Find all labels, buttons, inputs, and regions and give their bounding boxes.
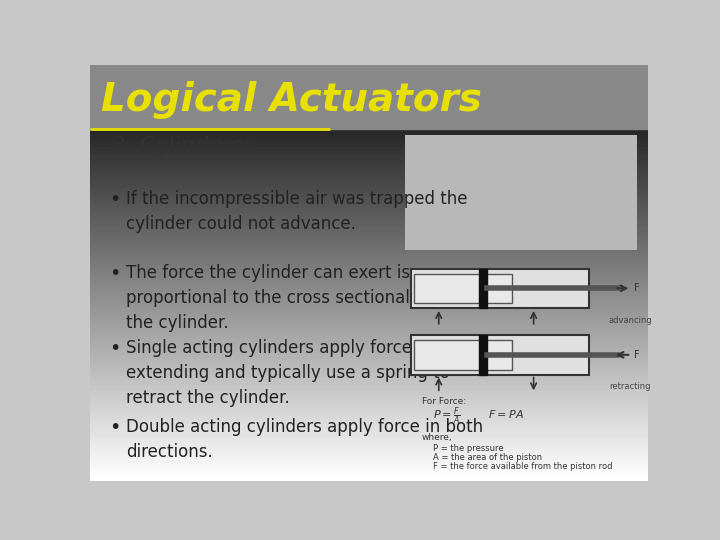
Bar [479,268,487,308]
Text: where,: where, [422,433,453,442]
Text: advancing: advancing [609,315,653,325]
Text: •: • [109,339,121,358]
Text: Single acting cylinders apply force when
extending and typically use a spring to: Single acting cylinders apply force when… [126,339,462,407]
Text: F: F [634,284,639,293]
Bar [413,274,512,303]
Text: For Force:: For Force: [422,397,466,406]
Bar [413,340,512,369]
Text: Double acting cylinders apply force in both
directions.: Double acting cylinders apply force in b… [126,418,483,461]
Text: •: • [109,418,121,437]
Text: F = the force available from the piston rod: F = the force available from the piston … [433,462,613,471]
Text: •: • [109,190,121,208]
Text: If the incompressible air was trapped the
cylinder could not advance.: If the incompressible air was trapped th… [126,190,468,233]
Text: retracting: retracting [609,382,650,391]
Text: 3. Cylinders:: 3. Cylinders: [112,136,252,156]
Text: $P = \frac{F}{A}$        $F = PA$: $P = \frac{F}{A}$ $F = PA$ [433,405,524,427]
Bar [479,335,487,375]
Text: F: F [634,350,639,360]
Text: P = the pressure: P = the pressure [433,444,504,453]
Text: A = the area of the piston: A = the area of the piston [433,453,542,462]
Text: •: • [109,265,121,284]
Text: Logical Actuators: Logical Actuators [101,81,482,119]
Bar [411,335,590,375]
Text: The force the cylinder can exert is
proportional to the cross sectional area of
: The force the cylinder can exert is prop… [126,265,474,333]
Bar [405,136,637,250]
Bar [90,65,648,129]
Bar [411,268,590,308]
